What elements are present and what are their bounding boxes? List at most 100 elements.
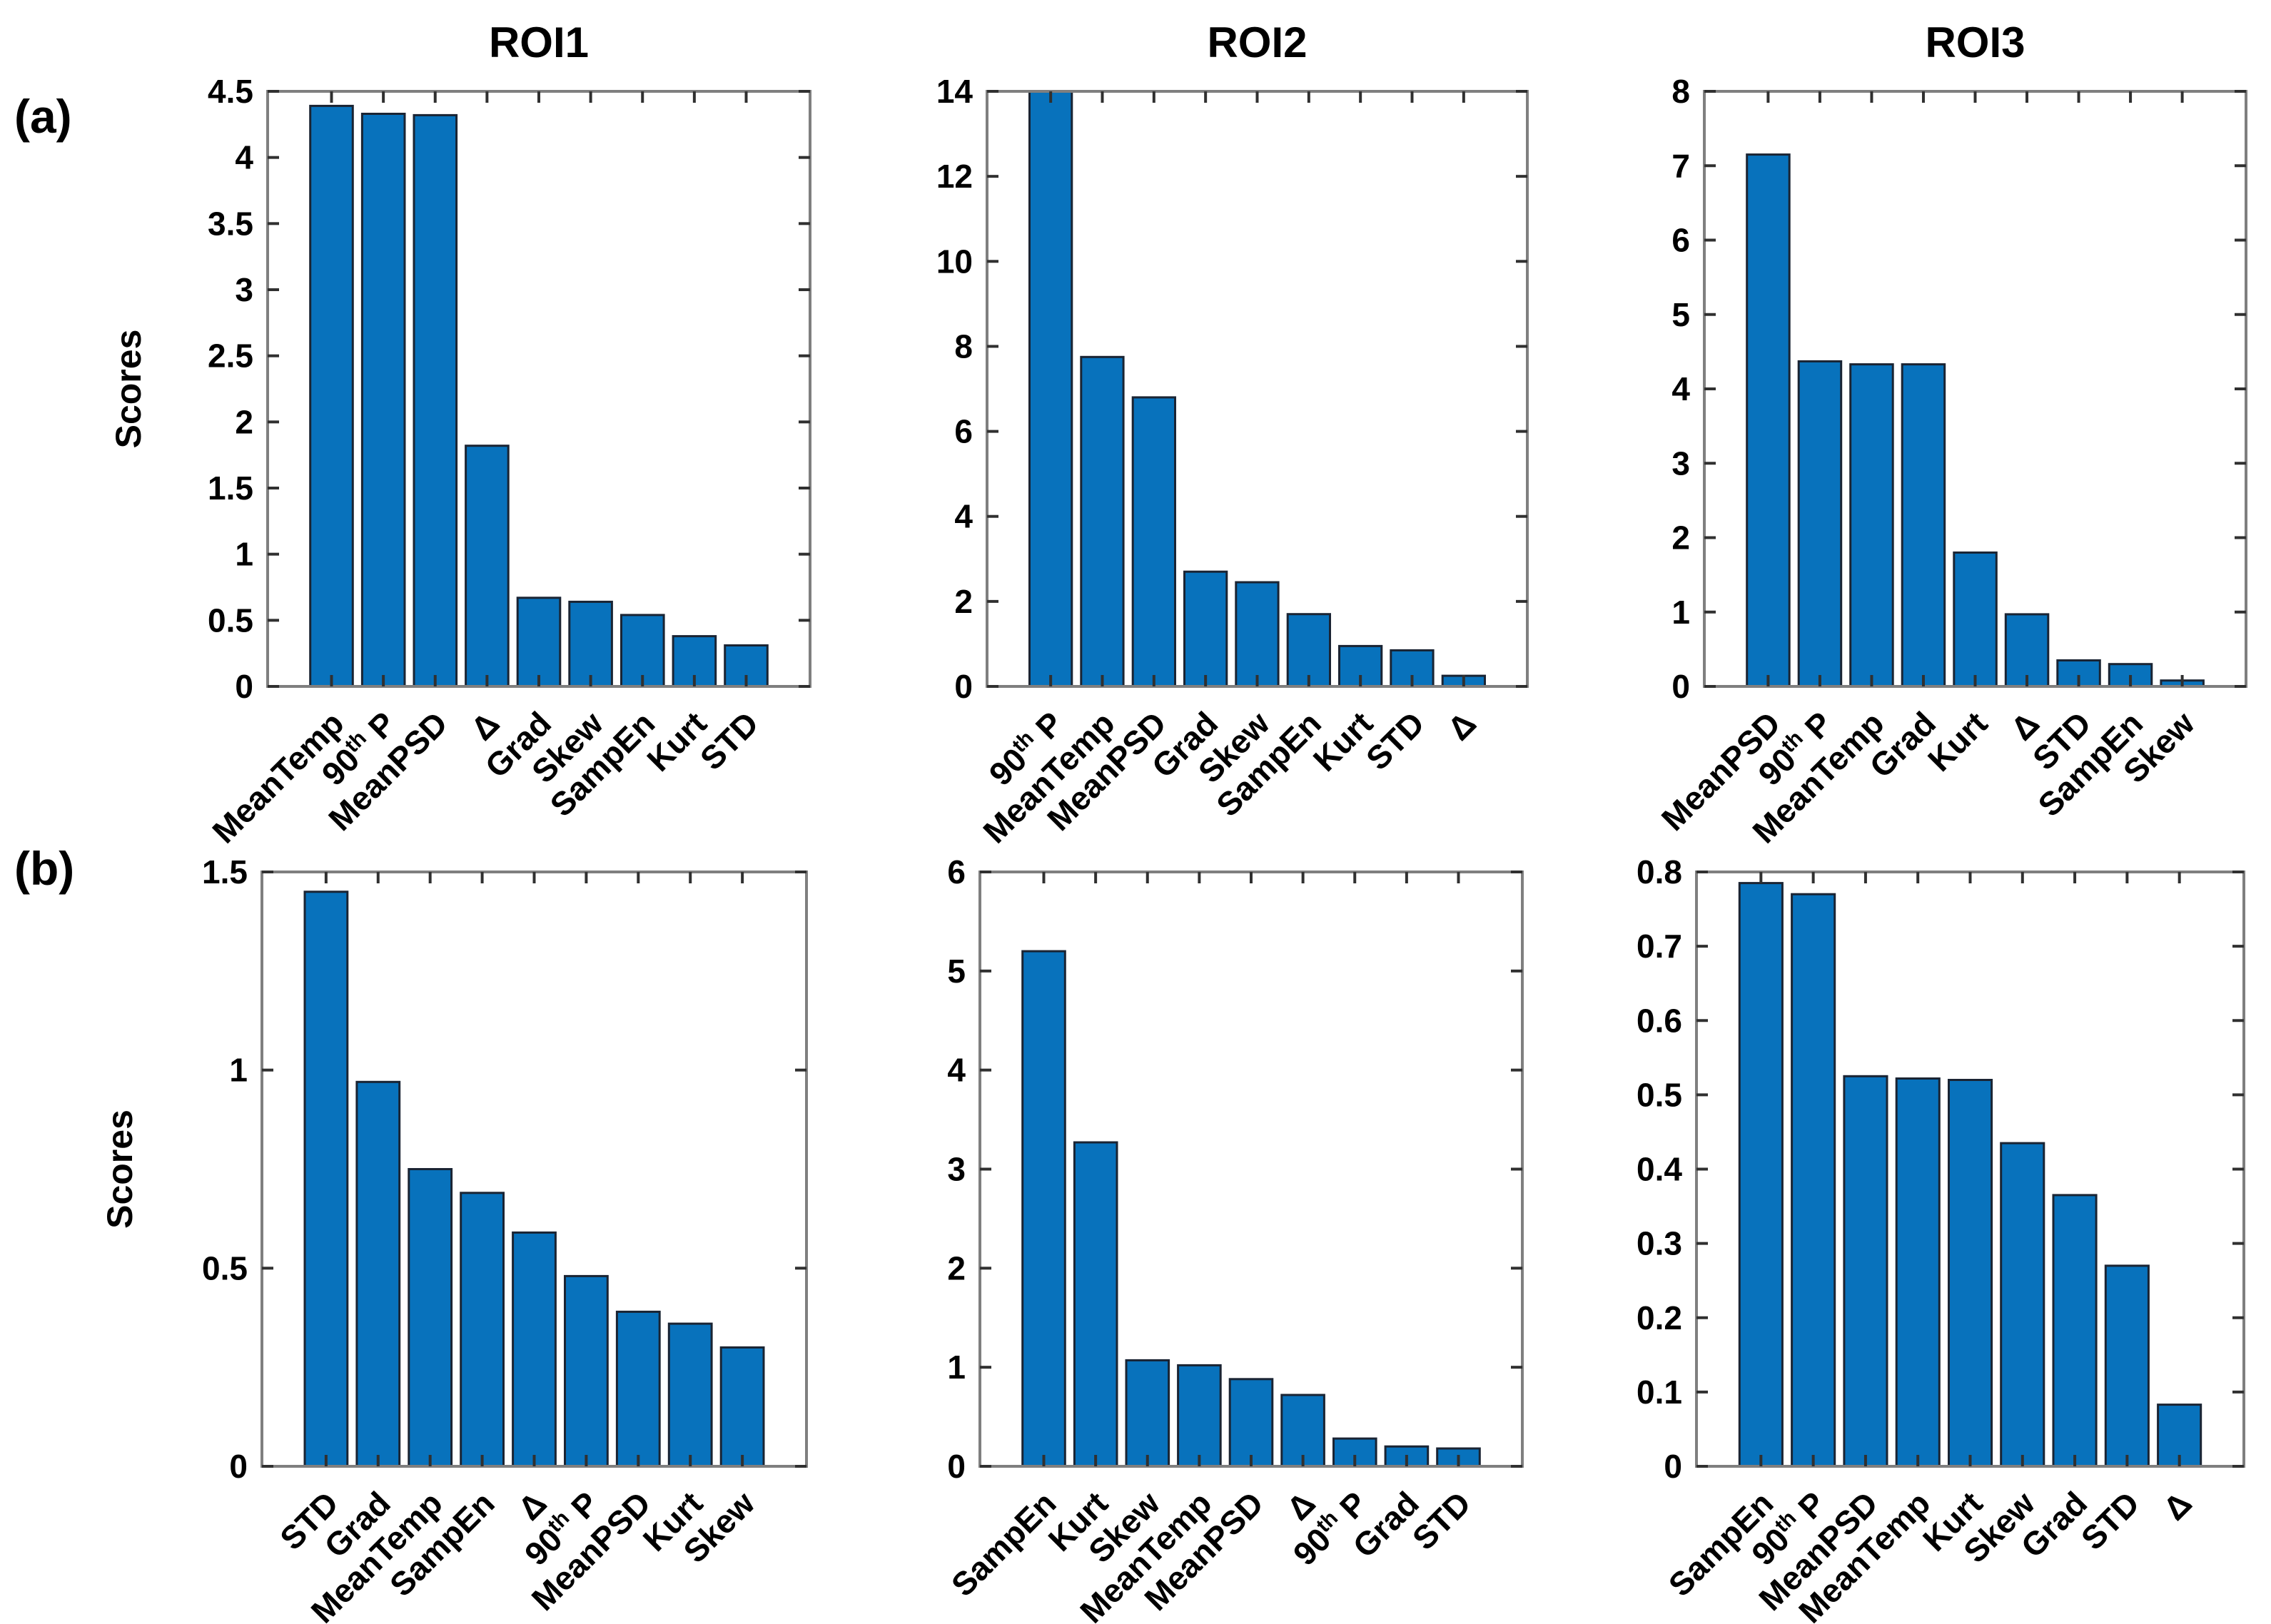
y-tick-label: 1 <box>947 1349 966 1386</box>
y-tick-label: 0 <box>1664 1448 1682 1485</box>
bar-delta <box>2157 1404 2202 1468</box>
bar-90th-p <box>564 1274 609 1468</box>
y-tick-label: 1 <box>1671 594 1690 631</box>
bar-delta <box>2004 613 2050 688</box>
y-tick-label: 4 <box>235 139 253 176</box>
y-tick-label: 4 <box>947 1052 966 1089</box>
y-tick-label: 3 <box>235 271 253 308</box>
y-tick-label: 5 <box>1671 296 1690 333</box>
y-tick-label: 0 <box>229 1448 248 1485</box>
bar-std <box>303 890 349 1468</box>
x-tick-label-std: STD <box>1359 704 1432 777</box>
y-tick-label: 0 <box>947 1448 966 1485</box>
y-tick-label: 0.8 <box>1637 853 1682 890</box>
bar-meantemp <box>408 1168 453 1468</box>
y-tick-label: 1 <box>235 536 253 573</box>
bar-sampen <box>1286 613 1331 688</box>
bar-meanpsd <box>1746 153 1791 688</box>
x-tick-label-std: STD <box>1405 1484 1478 1557</box>
x-tick-label-delta: Δ <box>2156 1484 2199 1527</box>
bar-sampen <box>460 1192 505 1468</box>
y-tick-label: 1.5 <box>202 853 248 890</box>
y-tick-label: 0.4 <box>1637 1151 1682 1188</box>
bar-kurt <box>1948 1079 1993 1468</box>
bar-90th-p <box>1028 90 1073 688</box>
y-tick-label: 3 <box>947 1151 966 1188</box>
x-tick-label-sampen: SampEn <box>944 1484 1063 1603</box>
y-tick-label: 0.5 <box>202 1249 248 1286</box>
bar-meanpsd <box>615 1310 661 1468</box>
y-tick-label: 4.5 <box>208 73 253 110</box>
bar-meantemp <box>309 104 354 688</box>
bar-skew <box>2000 1142 2045 1468</box>
y-tick-label: 2 <box>954 583 973 620</box>
y-tick-label: 7 <box>1671 147 1690 184</box>
bar-grad <box>1901 363 1946 688</box>
y-tick-label: 14 <box>936 73 973 110</box>
y-tick-label: 4 <box>1671 370 1690 407</box>
y-tick-label: 0.6 <box>1637 1002 1682 1039</box>
y-tick-label: 2 <box>947 1249 966 1286</box>
y-tick-label: 2 <box>235 403 253 440</box>
y-tick-label: 2.5 <box>208 338 253 375</box>
x-tick-label-std: STD <box>2074 1484 2147 1557</box>
y-axis-label: Scores <box>100 1110 140 1229</box>
y-tick-label: 8 <box>954 328 973 365</box>
x-tick-label-std: STD <box>693 704 766 777</box>
bar-meantemp <box>1177 1364 1222 1468</box>
y-tick-label: 5 <box>947 953 966 990</box>
y-tick-label: 0.5 <box>208 602 253 639</box>
bar-meantemp <box>1849 363 1894 688</box>
y-tick-label: 3.5 <box>208 205 253 242</box>
bar-meanpsd <box>413 113 458 688</box>
y-tick-label: 8 <box>1671 73 1690 110</box>
y-tick-label: 0.2 <box>1637 1299 1682 1336</box>
bar-meanpsd <box>1228 1378 1274 1468</box>
bar-kurt <box>1953 551 1998 688</box>
bar-meantemp <box>1080 355 1125 688</box>
y-tick-label: 0 <box>954 668 973 705</box>
y-tick-label: 0 <box>1671 668 1690 705</box>
bar-grad <box>355 1080 401 1468</box>
bar-meanpsd <box>1131 396 1176 688</box>
bar-delta <box>512 1231 557 1468</box>
bar-skew <box>1235 581 1280 688</box>
bar-grad <box>1183 570 1228 688</box>
y-tick-label: 1.5 <box>208 470 253 507</box>
y-tick-label: 0.3 <box>1637 1225 1682 1262</box>
y-tick-label: 4 <box>954 498 973 535</box>
bar-skew <box>1125 1359 1170 1468</box>
bar-skew <box>719 1346 765 1468</box>
x-tick-label-delta: Δ <box>1440 704 1483 747</box>
chart-title-a-roi3: ROI3 <box>1925 19 2025 66</box>
bar-meanpsd <box>1843 1075 1888 1468</box>
bar-kurt <box>1073 1141 1118 1468</box>
y-axis-label: Scores <box>108 330 148 449</box>
y-tick-label: 0.7 <box>1637 928 1682 965</box>
x-tick-label-kurt: Kurt <box>1921 704 1995 778</box>
y-tick-label: 0 <box>235 668 253 705</box>
bar-skew <box>568 600 613 688</box>
bar-90th-p <box>1791 893 1836 1468</box>
y-tick-label: 1 <box>229 1052 248 1089</box>
bar-grad <box>2052 1194 2098 1468</box>
y-tick-label: 6 <box>1671 222 1690 259</box>
bar-std <box>2104 1264 2150 1468</box>
bar-delta <box>465 445 510 688</box>
panel-label-b: (b) <box>14 842 74 895</box>
bar-sampen <box>1738 882 1784 1468</box>
y-tick-label: 2 <box>1671 519 1690 557</box>
bar-meantemp <box>1895 1077 1941 1468</box>
y-tick-label: 6 <box>954 413 973 450</box>
chart-title-a-roi2: ROI2 <box>1207 19 1307 66</box>
chart-title-a-roi1: ROI1 <box>489 19 589 66</box>
bar-90th-p <box>360 113 406 688</box>
